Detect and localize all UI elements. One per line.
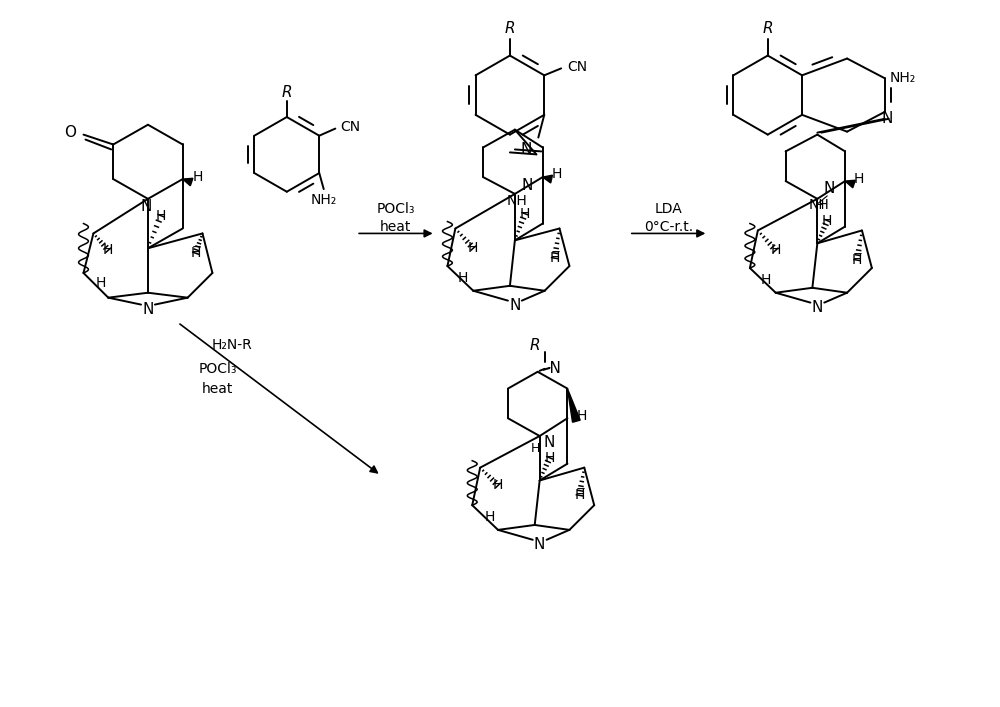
Text: -N: -N bbox=[545, 361, 562, 376]
Text: R: R bbox=[281, 85, 292, 100]
Text: H: H bbox=[854, 172, 864, 186]
Text: heat: heat bbox=[380, 219, 412, 233]
Text: CN: CN bbox=[340, 119, 361, 134]
Text: NH₂: NH₂ bbox=[311, 193, 337, 206]
Text: H: H bbox=[551, 167, 562, 181]
Polygon shape bbox=[567, 389, 580, 422]
Text: H̅: H̅ bbox=[190, 246, 201, 260]
Text: H: H bbox=[485, 510, 495, 524]
Text: N: N bbox=[544, 436, 555, 450]
Text: N: N bbox=[140, 199, 152, 214]
Text: H: H bbox=[520, 206, 530, 221]
Text: H̅: H̅ bbox=[549, 251, 560, 265]
Polygon shape bbox=[845, 180, 855, 188]
Text: POCl₃: POCl₃ bbox=[377, 201, 415, 216]
Text: H: H bbox=[95, 276, 106, 290]
Text: H: H bbox=[576, 409, 587, 423]
Text: NH: NH bbox=[809, 198, 830, 212]
Text: H̅: H̅ bbox=[852, 253, 862, 267]
Polygon shape bbox=[183, 178, 193, 186]
Text: H: H bbox=[770, 243, 781, 257]
Text: NH: NH bbox=[506, 194, 527, 208]
Text: H: H bbox=[761, 273, 771, 287]
Text: H₂N-R: H₂N-R bbox=[212, 338, 253, 352]
Text: heat: heat bbox=[202, 382, 233, 396]
Text: 0°C-r.t.: 0°C-r.t. bbox=[644, 219, 693, 233]
Text: CN: CN bbox=[567, 60, 587, 74]
Text: H: H bbox=[815, 199, 824, 212]
Text: H: H bbox=[458, 271, 468, 285]
Text: H: H bbox=[103, 243, 113, 257]
Text: N: N bbox=[812, 300, 823, 315]
Text: N: N bbox=[824, 182, 835, 197]
Text: POCl₃: POCl₃ bbox=[198, 362, 237, 376]
Text: N: N bbox=[521, 178, 532, 194]
Text: N: N bbox=[509, 298, 521, 313]
Text: H: H bbox=[493, 479, 503, 493]
Text: NH₂: NH₂ bbox=[889, 71, 916, 86]
Polygon shape bbox=[543, 175, 552, 183]
Text: H: H bbox=[468, 241, 478, 255]
Text: LDA: LDA bbox=[655, 201, 682, 216]
Text: H: H bbox=[192, 170, 203, 184]
Text: H: H bbox=[822, 214, 832, 228]
Text: N: N bbox=[521, 142, 532, 157]
Text: H: H bbox=[156, 209, 166, 223]
Text: O: O bbox=[65, 125, 77, 140]
Text: R: R bbox=[529, 338, 540, 353]
Text: H: H bbox=[531, 443, 540, 455]
Text: R: R bbox=[505, 21, 515, 36]
Text: R: R bbox=[762, 21, 773, 36]
Text: N: N bbox=[881, 111, 892, 127]
Text: N: N bbox=[534, 537, 545, 552]
Text: N: N bbox=[142, 302, 154, 317]
Text: H: H bbox=[544, 451, 555, 464]
Text: H̅: H̅ bbox=[574, 489, 585, 502]
